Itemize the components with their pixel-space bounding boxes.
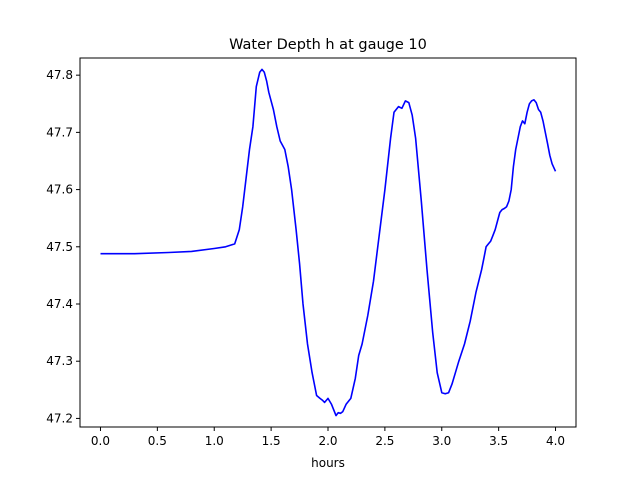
x-tick-label: 2.0: [318, 434, 337, 448]
plot-area: [79, 57, 577, 428]
series-line: [100, 68, 557, 417]
x-tick-label: 2.5: [375, 434, 394, 448]
y-tick-label: 47.3: [46, 354, 73, 368]
x-tick-label: 0.0: [91, 434, 110, 448]
y-tick-label: 47.2: [46, 411, 73, 425]
x-axis-label: hours: [311, 456, 345, 470]
series-layer: [100, 68, 557, 417]
y-tick-label: 47.4: [46, 297, 73, 311]
y-tick-label: 47.6: [46, 183, 73, 197]
y-tick-label: 47.5: [46, 240, 73, 254]
y-axis: 47.2 47.3 47.4 47.5 47.6 47.7 47.8: [46, 68, 80, 425]
x-tick-label: 4.0: [546, 434, 565, 448]
x-tick-label: 1.5: [262, 434, 281, 448]
y-tick-label: 47.7: [46, 125, 73, 139]
x-tick-label: 1.0: [205, 434, 224, 448]
x-tick-label: 0.5: [148, 434, 167, 448]
y-tick-label: 47.8: [46, 68, 73, 82]
x-axis: 0.0 0.5 1.0 1.5 2.0 2.5 3.0 3.5 4.0: [91, 427, 565, 448]
chart-title: Water Depth h at gauge 10: [229, 37, 427, 53]
x-tick-label: 3.5: [489, 434, 508, 448]
x-tick-label: 3.0: [432, 434, 451, 448]
